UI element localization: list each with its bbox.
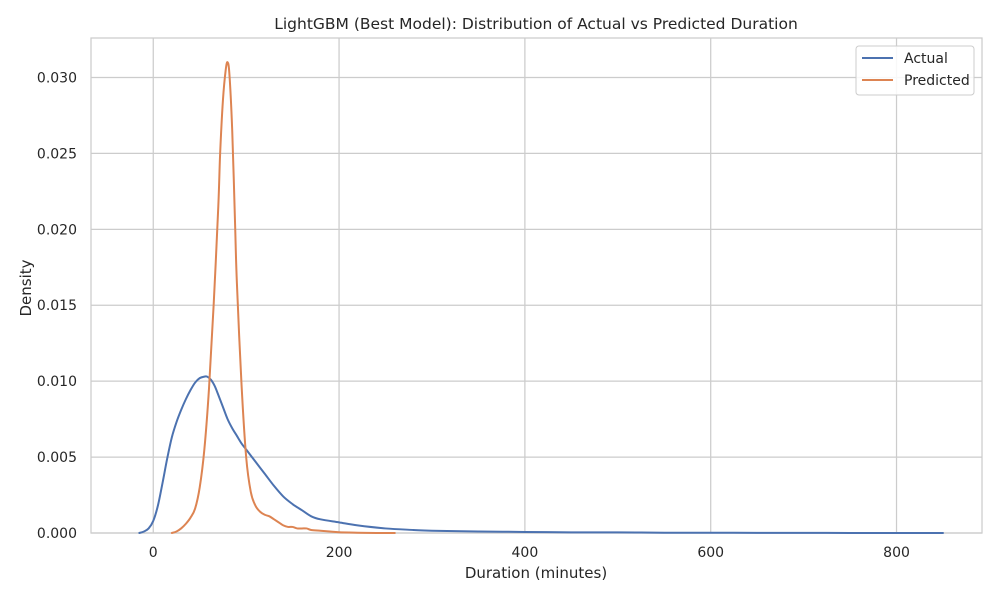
y-tick-label: 0.020	[37, 222, 77, 238]
series-line-actual	[138, 375, 944, 534]
x-tick-label: 0	[149, 545, 158, 561]
legend-label-actual: Actual	[904, 51, 948, 67]
legend: Actual Predicted	[855, 45, 975, 96]
chart-title: LightGBM (Best Model): Distribution of A…	[274, 15, 798, 33]
y-tick-label: 0.015	[37, 298, 77, 314]
grid-lines	[91, 38, 982, 534]
x-tick-label: 800	[883, 545, 910, 561]
y-axis-title: Density	[17, 259, 35, 316]
y-tick-label: 0.030	[37, 70, 77, 86]
x-tick-label: 200	[326, 545, 353, 561]
y-tick-label: 0.005	[37, 450, 77, 466]
series-line-predicted	[170, 61, 396, 534]
y-tick-label: 0.010	[37, 374, 77, 390]
y-tick-label: 0.000	[37, 526, 77, 542]
tick-labels: 0 200 400 600 800 0.000 0.005 0.010 0.015 0.020 0.…	[37, 70, 910, 561]
plot-frame	[90, 37, 983, 534]
y-tick-label: 0.025	[37, 146, 77, 162]
x-axis-title: Duration (minutes)	[465, 564, 607, 582]
series-lines	[138, 61, 944, 534]
x-tick-label: 600	[697, 545, 724, 561]
x-tick-label: 400	[512, 545, 539, 561]
legend-label-predicted: Predicted	[904, 73, 970, 89]
